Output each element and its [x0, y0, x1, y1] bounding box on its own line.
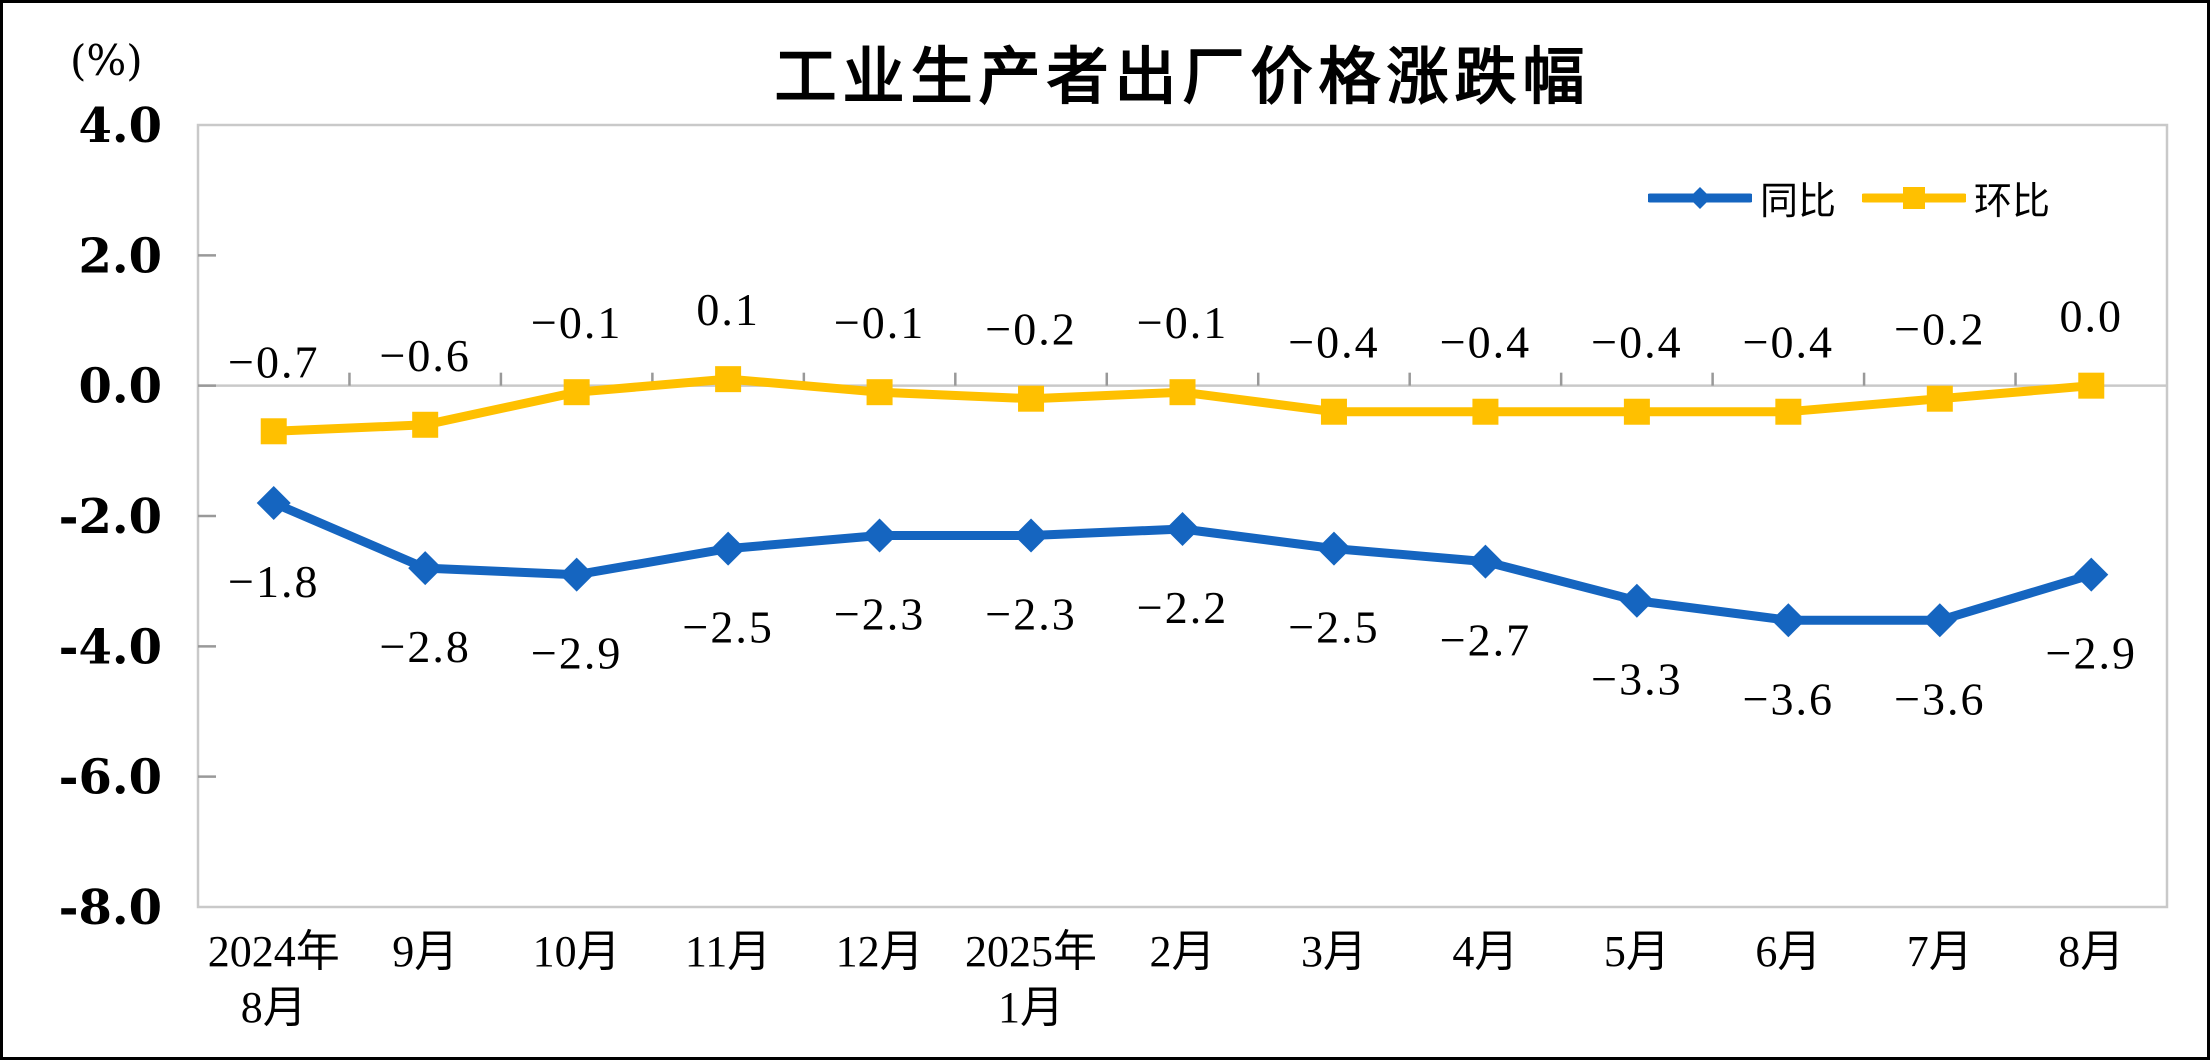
data-label-yoy-9: −3.3 — [1591, 654, 1682, 705]
data-label-yoy-12: −2.9 — [2046, 628, 2137, 679]
marker-yoy-11 — [1922, 603, 1957, 638]
data-label-mom-4: −0.1 — [834, 297, 925, 348]
legend-marker-diamond-yoy — [1689, 186, 1711, 209]
data-label-yoy-10: −3.6 — [1743, 673, 1834, 724]
marker-mom-6 — [1169, 379, 1196, 406]
marker-mom-0 — [260, 418, 287, 445]
data-label-yoy-7: −2.5 — [1288, 602, 1379, 653]
data-label-mom-7: −0.4 — [1288, 317, 1379, 368]
data-label-mom-8: −0.4 — [1440, 317, 1531, 368]
marker-mom-8 — [1472, 398, 1499, 425]
x-axis-label-10: 6月 — [1755, 927, 1821, 976]
legend-label-yoy: 同比 — [1760, 181, 1837, 223]
data-label-yoy-4: −2.3 — [834, 589, 925, 640]
data-label-mom-6: −0.1 — [1137, 297, 1228, 348]
x-axis-label-9: 5月 — [1604, 927, 1670, 976]
marker-mom-12 — [2078, 372, 2105, 399]
marker-mom-5 — [1018, 385, 1045, 412]
data-label-mom-11: −0.2 — [1894, 304, 1985, 355]
marker-mom-3 — [715, 366, 742, 393]
marker-yoy-4 — [862, 518, 897, 553]
marker-yoy-3 — [711, 531, 746, 566]
x-axis-label-11: 7月 — [1907, 927, 1973, 976]
y-axis-label-5: -6.0 — [59, 750, 162, 806]
x-axis-label-0-line2: 8月 — [241, 983, 307, 1032]
marker-mom-4 — [866, 379, 893, 406]
marker-yoy-5 — [1014, 518, 1049, 553]
marker-yoy-0 — [256, 485, 291, 520]
x-axis-label-5: 2025年 — [965, 927, 1097, 976]
marker-yoy-6 — [1165, 512, 1200, 547]
data-label-mom-9: −0.4 — [1591, 317, 1682, 368]
legend-label-mom: 环比 — [1974, 181, 2051, 223]
y-axis-label-0: 4.0 — [78, 98, 162, 154]
y-axis-label-4: -4.0 — [59, 619, 162, 675]
data-label-yoy-11: −3.6 — [1894, 673, 1985, 724]
data-label-yoy-1: −2.8 — [379, 621, 470, 672]
legend: 同比 环比 — [1648, 170, 2050, 225]
chart-title: 工业生产者出厂价格涨跌幅 — [774, 43, 1591, 112]
data-label-mom-5: −0.2 — [985, 304, 1076, 355]
marker-mom-1 — [412, 411, 439, 438]
marker-mom-2 — [563, 379, 590, 406]
y-axis-label-3: -2.0 — [59, 489, 162, 545]
data-label-mom-12: 0.0 — [2060, 291, 2124, 342]
marker-mom-9 — [1623, 398, 1650, 425]
y-axis-label-2: 0.0 — [78, 359, 162, 415]
x-axis-label-5-line2: 1月 — [998, 983, 1064, 1032]
marker-yoy-2 — [559, 557, 594, 592]
y-axis-label-6: -8.0 — [59, 880, 162, 936]
legend-item-yoy: 同比 — [1648, 170, 1836, 225]
marker-yoy-9 — [1619, 583, 1654, 618]
data-label-mom-1: −0.6 — [379, 330, 470, 381]
y-axis-unit-label: (%) — [70, 36, 143, 85]
legend-line-sample-mom — [1862, 186, 1967, 209]
x-axis-label-0: 2024年 — [208, 927, 340, 976]
data-label-yoy-3: −2.5 — [682, 602, 773, 653]
marker-mom-11 — [1926, 385, 1953, 412]
marker-mom-10 — [1775, 398, 1802, 425]
data-label-mom-3: 0.1 — [696, 284, 760, 335]
marker-yoy-12 — [2074, 557, 2109, 592]
data-label-yoy-6: −2.2 — [1137, 582, 1228, 633]
marker-yoy-8 — [1468, 544, 1503, 579]
x-axis-label-1: 9月 — [392, 927, 458, 976]
data-label-mom-0: −0.7 — [228, 336, 319, 387]
marker-mom-7 — [1320, 398, 1347, 425]
x-axis-label-12: 8月 — [2058, 927, 2124, 976]
x-axis-label-2: 10月 — [533, 927, 621, 976]
x-axis-label-6: 2月 — [1150, 927, 1216, 976]
data-label-yoy-2: −2.9 — [531, 628, 622, 679]
marker-yoy-7 — [1316, 531, 1351, 566]
legend-marker-square-mom — [1903, 186, 1926, 209]
data-label-yoy-0: −1.8 — [228, 556, 319, 607]
data-label-yoy-8: −2.7 — [1440, 615, 1531, 666]
data-label-mom-2: −0.1 — [531, 297, 622, 348]
marker-yoy-10 — [1771, 603, 1806, 638]
x-axis-label-7: 3月 — [1301, 927, 1367, 976]
x-axis-label-8: 4月 — [1452, 927, 1518, 976]
x-axis-label-3: 11月 — [685, 927, 771, 976]
x-axis-label-4: 12月 — [836, 927, 924, 976]
legend-line-sample-yoy — [1648, 186, 1752, 209]
marker-yoy-1 — [408, 551, 443, 586]
data-label-mom-10: −0.4 — [1743, 317, 1834, 368]
legend-item-mom: 环比 — [1862, 170, 2050, 225]
data-label-yoy-5: −2.3 — [985, 589, 1076, 640]
y-axis-label-1: 2.0 — [78, 228, 162, 284]
